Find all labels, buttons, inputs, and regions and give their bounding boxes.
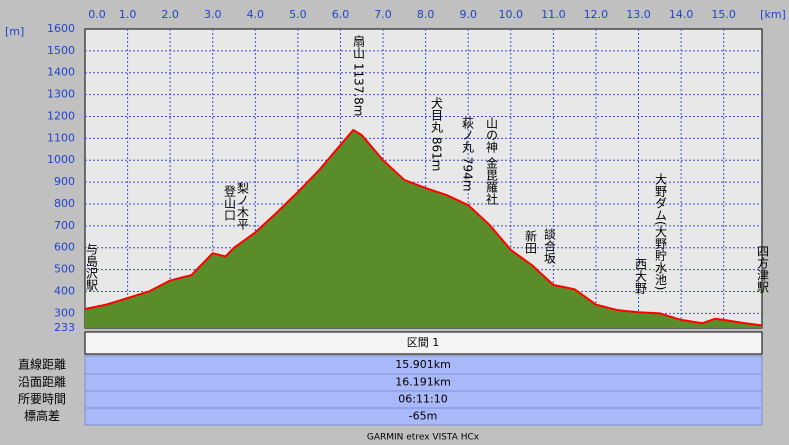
annotation: 与島沢駅 — [85, 243, 99, 292]
x-tick-label: 14.0 — [669, 8, 694, 21]
summary-table: 区間 1 直線距離 15.901km 沿面距離 16.191km 所要時間 06:11:1… — [18, 331, 763, 426]
x-tick-label: 7.0 — [374, 8, 392, 21]
y-tick-label: 1000 — [47, 153, 75, 166]
x-unit: [km] — [760, 8, 786, 21]
annotation: 新田 — [524, 229, 538, 254]
x-tick-label: 0.0 — [88, 8, 106, 21]
x-tick-label: 12.0 — [584, 8, 609, 21]
table-label: 所要時間 — [18, 392, 66, 406]
elevation-line — [84, 128, 763, 327]
x-tick-label: 10.0 — [499, 8, 524, 21]
footer: GARMIN etrex VISTA HCx — [367, 433, 480, 443]
x-tick-label: 4.0 — [247, 8, 265, 21]
annotation: 犬目丸 861m — [430, 97, 444, 172]
y-tick-label: 1600 — [47, 22, 75, 35]
y-tick-label: 233 — [54, 321, 75, 334]
y-tick-label: 300 — [54, 306, 75, 319]
y-tick-label: 500 — [54, 263, 75, 276]
table-value: 15.901km — [395, 358, 451, 371]
x-tick-label: 9.0 — [459, 8, 477, 21]
annotation: 四方津駅 — [756, 245, 770, 294]
annotation: 萩ノ丸 794m — [461, 117, 475, 192]
table-value-cell — [84, 407, 763, 426]
annotation: 西大野 — [634, 258, 648, 294]
y-tick-label: 1400 — [47, 66, 75, 79]
table-label: 沿面距離 — [18, 375, 66, 389]
y-tick-label: 800 — [54, 197, 75, 210]
annotation: 談合坂 — [543, 227, 557, 265]
x-tick-label: 2.0 — [161, 8, 179, 21]
x-tick-label: 8.0 — [417, 8, 435, 21]
table-title: 区間 1 — [407, 336, 440, 349]
annotation: 登山口 — [223, 184, 237, 221]
y-tick-label: 600 — [54, 241, 75, 254]
annotation: 山の神 金毘羅社 — [485, 117, 499, 205]
annotation: 梨ノ木平 — [236, 182, 250, 230]
y-unit: [m] — [5, 25, 24, 38]
x-tick-label: 13.0 — [626, 8, 651, 21]
annotation: 大野ダム(大野貯水池) — [654, 173, 668, 291]
table-value: 06:11:10 — [398, 393, 447, 406]
table-label: 標高差 — [24, 408, 60, 423]
x-tick-label: 15.0 — [711, 8, 736, 21]
x-tick-label: 5.0 — [289, 8, 307, 21]
elevation-area — [85, 130, 762, 328]
y-tick-label: 1300 — [47, 88, 75, 101]
table-value: 16.191km — [395, 376, 451, 389]
x-tick-label: 1.0 — [119, 8, 137, 21]
table-label: 直線距離 — [18, 357, 66, 372]
y-tick-label: 1100 — [47, 131, 75, 144]
y-tick-label: 900 — [54, 175, 75, 188]
y-tick-label: 1200 — [47, 109, 75, 122]
annotation: 扇山 1137.8m — [352, 34, 366, 117]
y-tick-label: 400 — [54, 284, 75, 297]
x-tick-label: 6.0 — [332, 8, 350, 21]
y-tick-label: 700 — [54, 219, 75, 232]
table-value: -65m — [409, 410, 438, 423]
x-tick-label: 11.0 — [541, 8, 566, 21]
y-tick-label: 1500 — [47, 44, 75, 57]
table-header — [84, 331, 763, 355]
x-tick-label: 3.0 — [204, 8, 222, 21]
